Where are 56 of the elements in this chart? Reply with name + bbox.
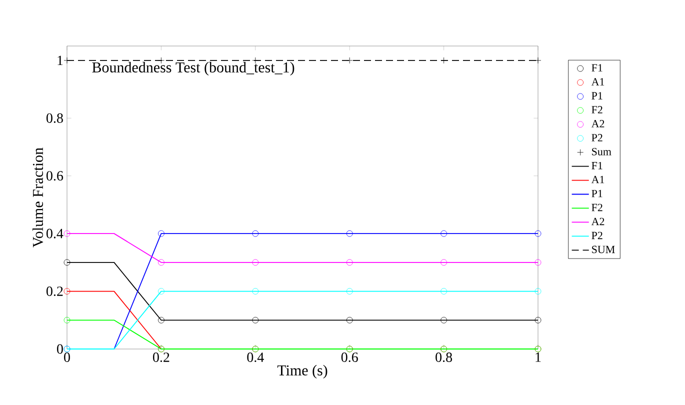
legend-label: P2 bbox=[592, 232, 602, 240]
legend-label: F2 bbox=[592, 106, 602, 114]
point bbox=[534, 230, 542, 237]
point bbox=[64, 259, 70, 266]
x-tick-label: 0 bbox=[64, 352, 70, 362]
y-tick-label: 0.8 bbox=[46, 113, 63, 123]
point bbox=[346, 288, 353, 294]
point bbox=[252, 259, 259, 266]
point bbox=[158, 259, 164, 266]
legend-label: A1 bbox=[591, 78, 604, 86]
point bbox=[346, 316, 353, 324]
point bbox=[440, 316, 448, 324]
point bbox=[64, 57, 70, 64]
x-tick-label: 0.6 bbox=[341, 352, 358, 362]
point bbox=[534, 288, 542, 294]
text: Boundedness Test (bound_test_1) bbox=[92, 62, 294, 76]
y-tick-label: 0.6 bbox=[46, 171, 64, 181]
point bbox=[346, 259, 353, 266]
point bbox=[346, 230, 353, 237]
point bbox=[158, 230, 164, 237]
point bbox=[64, 316, 70, 324]
point bbox=[252, 316, 259, 324]
legend-label: F1 bbox=[592, 162, 602, 170]
point bbox=[252, 288, 259, 294]
x-tick-label: 0.4 bbox=[247, 352, 264, 362]
x-tick-label: 0.2 bbox=[152, 352, 170, 362]
y-axis-title: Volume Fraction bbox=[32, 148, 44, 248]
point bbox=[252, 230, 259, 237]
point bbox=[440, 259, 448, 266]
point bbox=[440, 288, 448, 294]
x-tick-label: 0.8 bbox=[436, 352, 452, 362]
point bbox=[440, 230, 448, 237]
legend-label: P2 bbox=[592, 134, 602, 142]
legend-label: F2 bbox=[592, 204, 602, 212]
y-tick-label: 0 bbox=[57, 344, 63, 354]
legend-label: P1 bbox=[592, 92, 602, 100]
point bbox=[158, 316, 164, 324]
legend-label: A2 bbox=[591, 218, 604, 226]
point bbox=[534, 316, 542, 324]
point bbox=[534, 259, 542, 266]
legend-label: A2 bbox=[591, 120, 604, 128]
y-tick-label: 0.2 bbox=[46, 286, 63, 296]
y-tick-label: 0.4 bbox=[46, 228, 64, 238]
point bbox=[64, 288, 70, 294]
point bbox=[158, 288, 164, 294]
point bbox=[346, 57, 353, 64]
x-axis-title: Time (s) bbox=[277, 364, 328, 379]
point bbox=[64, 230, 70, 237]
legend-label: F1 bbox=[592, 64, 602, 72]
x-tick-label: 1 bbox=[536, 352, 541, 362]
y-tick-label: 1 bbox=[58, 56, 63, 66]
legend-label: P1 bbox=[592, 190, 602, 198]
point bbox=[534, 57, 542, 64]
legend-label: A1 bbox=[591, 176, 604, 184]
legend-label: SUM bbox=[592, 246, 615, 254]
legend-label: Sum bbox=[592, 148, 612, 156]
